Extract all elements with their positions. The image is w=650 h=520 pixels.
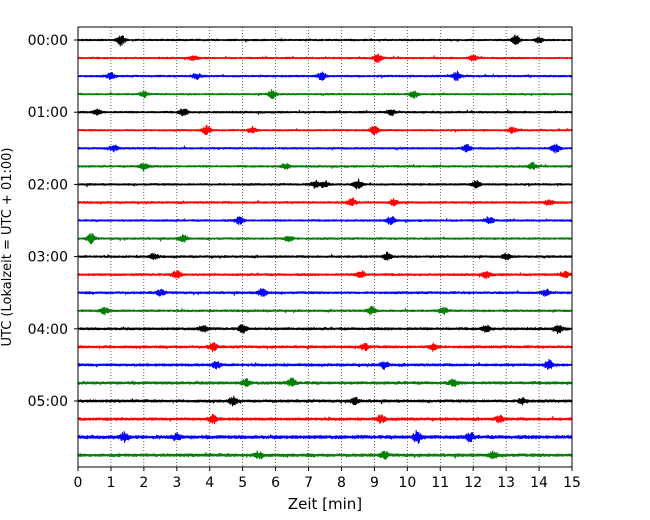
y-tick-label: 03:00 <box>28 250 68 266</box>
x-axis-label: Zeit [min] <box>288 495 362 513</box>
x-tick-label: 5 <box>238 475 247 491</box>
trace-line <box>77 341 573 353</box>
x-tick-label: 9 <box>370 475 379 491</box>
trace-line <box>77 358 573 371</box>
x-tick-label: 7 <box>304 475 313 491</box>
x-tick-label: 13 <box>497 475 515 491</box>
y-tick-label: 02:00 <box>28 177 68 193</box>
trace-line <box>77 287 573 297</box>
y-tick-label: 04:00 <box>28 322 68 338</box>
x-tick-label: 12 <box>464 475 482 491</box>
trace-line <box>77 216 573 226</box>
trace-line <box>77 70 573 82</box>
x-tick-label: 11 <box>431 475 449 491</box>
y-tick-label: 05:00 <box>28 394 68 410</box>
trace-line <box>77 232 573 245</box>
trace-line <box>77 305 573 316</box>
trace-line <box>77 429 573 444</box>
y-tick-label: 01:00 <box>28 105 68 121</box>
x-tick-label: 6 <box>271 475 280 491</box>
trace-line <box>77 178 573 190</box>
x-tick-label: 15 <box>563 475 581 491</box>
trace-line <box>77 251 573 261</box>
x-tick-label: 4 <box>205 475 214 491</box>
trace-line <box>77 161 573 172</box>
y-axis-label: UTC (Lokalzeit = UTC + 01:00) <box>0 148 15 347</box>
trace-line <box>77 269 573 280</box>
trace-line <box>77 89 573 100</box>
x-tick-label: 14 <box>530 475 548 491</box>
trace-line <box>77 34 573 47</box>
x-tick-label: 8 <box>337 475 346 491</box>
trace-line <box>77 413 573 424</box>
y-axis: 00:00 01:00 02:00 03:00 04:00 05:00 <box>28 33 78 410</box>
trace-line <box>77 395 573 407</box>
trace-line <box>77 377 573 388</box>
x-tick-label: 3 <box>172 475 181 491</box>
x-tick-label: 1 <box>106 475 115 491</box>
vertical-grid <box>110 27 540 467</box>
trace-line <box>77 450 573 460</box>
plot-frame <box>77 26 573 468</box>
trace-line <box>77 324 573 335</box>
trace-line <box>77 143 573 154</box>
trace-line <box>77 197 573 207</box>
trace-line <box>77 108 573 117</box>
x-tick-label: 0 <box>74 475 83 491</box>
trace-line <box>77 124 573 136</box>
x-tick-label: 2 <box>139 475 148 491</box>
trace-line <box>77 53 573 64</box>
x-tick-label: 10 <box>398 475 416 491</box>
y-tick-label: 00:00 <box>28 33 68 49</box>
trace-group <box>77 34 573 460</box>
x-axis: 0 1 2 3 4 5 6 7 8 9 10 11 12 13 14 15 <box>74 467 581 491</box>
